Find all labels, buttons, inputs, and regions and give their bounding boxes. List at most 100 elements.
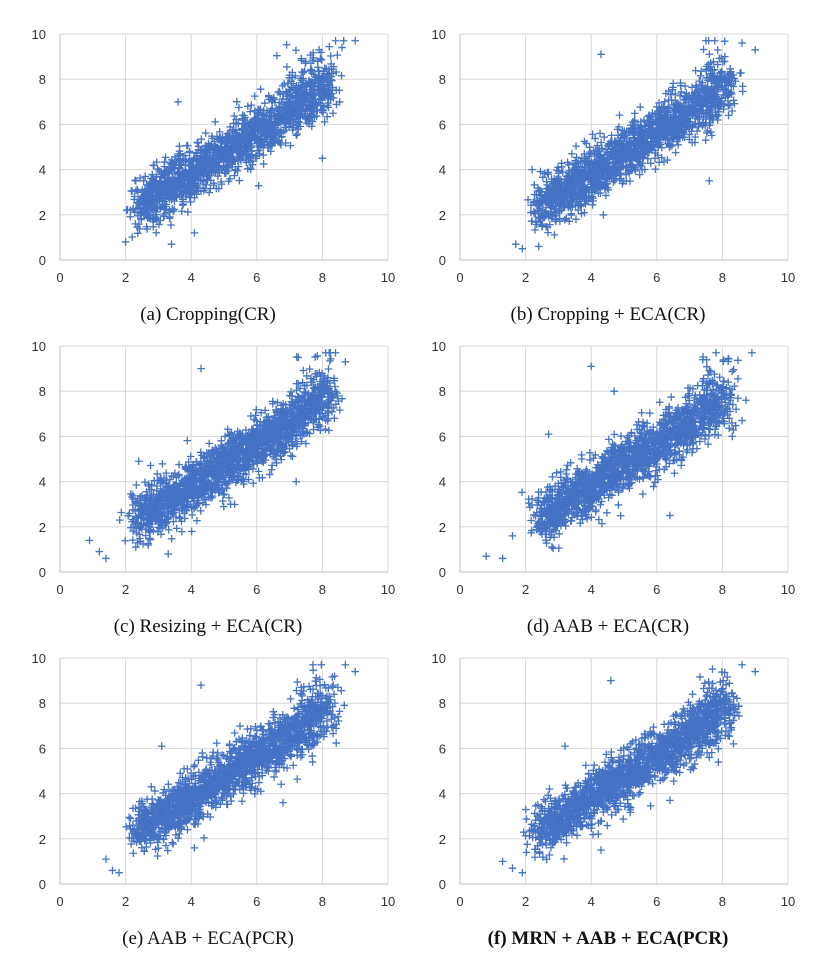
data-point <box>322 74 330 83</box>
data-point <box>658 143 666 152</box>
data-point <box>541 212 549 221</box>
y-tick-label: 4 <box>439 163 446 178</box>
data-point <box>264 91 273 100</box>
data-point <box>182 156 190 165</box>
data-point <box>728 107 736 115</box>
data-point <box>292 46 300 55</box>
data-point <box>160 508 169 516</box>
data-point <box>638 137 647 146</box>
data-point <box>579 181 588 190</box>
data-point <box>277 455 286 464</box>
data-point <box>546 190 554 198</box>
data-point <box>616 157 625 165</box>
data-point <box>585 193 593 201</box>
data-point <box>656 140 665 149</box>
data-point <box>287 438 296 446</box>
data-point <box>671 148 680 157</box>
data-point <box>557 163 566 171</box>
data-point <box>294 393 303 401</box>
data-point <box>175 167 184 176</box>
data-point <box>335 406 344 414</box>
data-point <box>591 134 599 143</box>
data-point <box>589 197 597 205</box>
data-point <box>288 452 297 461</box>
data-point <box>134 199 143 208</box>
data-point <box>163 483 172 492</box>
data-point <box>615 111 624 119</box>
data-point <box>329 109 337 118</box>
data-point <box>323 417 332 425</box>
data-point <box>572 167 580 175</box>
data-point <box>726 69 735 77</box>
data-point <box>143 214 152 222</box>
data-point <box>614 166 623 174</box>
data-point <box>681 102 690 110</box>
data-point <box>323 112 331 121</box>
x-tick-label: 10 <box>381 582 395 597</box>
x-tick-label: 8 <box>319 270 326 285</box>
data-point <box>156 204 165 213</box>
data-point <box>196 507 205 515</box>
data-point <box>162 519 170 528</box>
data-point <box>149 161 158 169</box>
data-point <box>228 127 237 136</box>
data-point <box>192 148 200 157</box>
data-point <box>637 143 646 151</box>
data-point <box>117 508 126 517</box>
data-point <box>215 128 224 136</box>
x-tick-label: 0 <box>456 270 463 285</box>
data-point <box>720 57 729 66</box>
data-point <box>576 157 585 166</box>
data-point <box>657 130 665 139</box>
data-point <box>689 107 697 115</box>
y-tick-label: 10 <box>32 339 46 354</box>
data-point <box>333 51 342 59</box>
data-point <box>220 490 229 498</box>
data-point <box>597 179 605 187</box>
data-point <box>711 84 720 92</box>
data-point <box>628 153 637 161</box>
data-point <box>588 176 597 185</box>
data-point <box>563 158 572 167</box>
data-point <box>616 174 625 183</box>
data-point <box>160 210 169 218</box>
data-point <box>261 99 269 107</box>
data-point <box>286 141 295 150</box>
data-point <box>326 95 335 104</box>
data-point <box>333 389 341 397</box>
data-point <box>672 114 681 123</box>
data-point <box>568 149 576 158</box>
data-point <box>251 152 260 161</box>
data-point <box>272 104 281 113</box>
data-point <box>278 81 287 90</box>
data-point <box>228 160 237 169</box>
data-point <box>654 151 662 160</box>
data-point <box>257 408 265 417</box>
x-tick-label: 6 <box>653 270 660 285</box>
data-point <box>265 470 274 479</box>
data-point <box>193 516 201 525</box>
data-point <box>720 37 729 45</box>
data-point <box>351 36 359 45</box>
data-point <box>292 105 300 114</box>
data-point <box>164 526 173 534</box>
data-point <box>326 357 334 365</box>
data-point <box>171 157 179 165</box>
data-point <box>235 103 243 112</box>
data-point <box>288 126 297 134</box>
x-tick-label: 8 <box>319 582 326 597</box>
data-point <box>677 88 686 96</box>
data-point <box>669 83 677 92</box>
data-point <box>697 94 706 103</box>
data-point <box>252 417 261 425</box>
data-point <box>243 165 252 173</box>
data-point <box>174 174 182 182</box>
data-point <box>247 147 256 156</box>
data-point <box>645 148 653 157</box>
data-point <box>323 70 332 79</box>
data-point <box>167 160 176 169</box>
data-point <box>731 77 740 86</box>
data-point <box>611 176 619 185</box>
data-point <box>255 474 264 482</box>
data-point <box>660 97 669 106</box>
